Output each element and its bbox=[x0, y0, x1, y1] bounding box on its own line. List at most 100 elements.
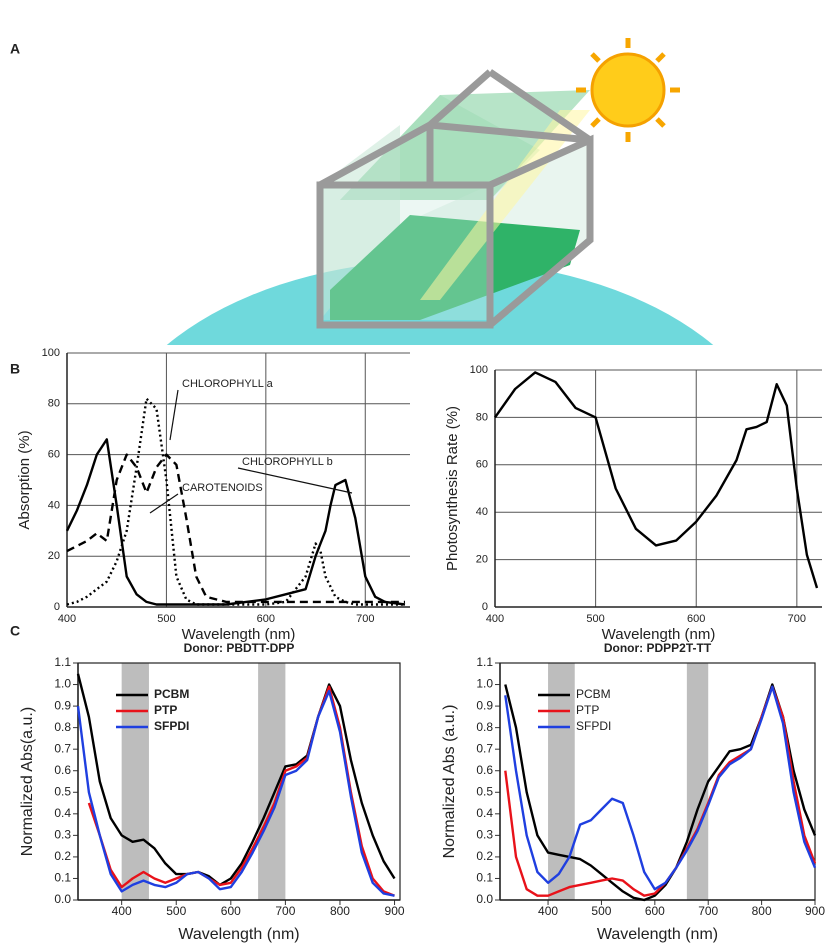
y-tick-label: 20 bbox=[476, 554, 488, 566]
series-line bbox=[494, 371, 819, 589]
legend-label: SFPDI bbox=[576, 719, 611, 733]
y-axis-label: Photosynthesis Rate (%) bbox=[444, 406, 461, 571]
x-tick-label: 400 bbox=[58, 613, 76, 625]
y-tick-label: 40 bbox=[476, 506, 488, 518]
frame bbox=[316, 69, 594, 329]
x-tick-label: 600 bbox=[257, 613, 275, 625]
legend-label: PTP bbox=[154, 703, 177, 717]
series-line bbox=[66, 453, 405, 604]
x-tick-label: 400 bbox=[112, 904, 132, 918]
x-tick-label: 700 bbox=[698, 904, 718, 918]
legend-label: SFPDI bbox=[154, 719, 189, 733]
y-tick-label: 80 bbox=[48, 398, 60, 410]
x-tick-label: 700 bbox=[275, 904, 295, 918]
legend-label: PCBM bbox=[154, 687, 189, 701]
x-tick-label: 600 bbox=[221, 904, 241, 918]
y-tick-label: 0.5 bbox=[476, 784, 493, 798]
annotation-arrow bbox=[169, 389, 179, 441]
y-tick-label: 0.1 bbox=[54, 871, 71, 885]
x-tick-label: 400 bbox=[538, 904, 558, 918]
shaded-region bbox=[548, 663, 575, 900]
y-tick-label: 0 bbox=[54, 601, 60, 613]
panel-label: B bbox=[10, 361, 20, 377]
legend-label: PTP bbox=[576, 703, 599, 717]
x-tick-label: 600 bbox=[645, 904, 665, 918]
x-tick-label: 500 bbox=[157, 613, 175, 625]
y-tick-label: 0.7 bbox=[54, 741, 71, 755]
series-line bbox=[504, 685, 817, 891]
y-tick-label: 0.1 bbox=[476, 871, 493, 885]
legend-label: PCBM bbox=[576, 687, 611, 701]
y-tick-label: 0.3 bbox=[54, 828, 71, 842]
x-tick-label: 700 bbox=[788, 613, 806, 625]
x-tick-label: 600 bbox=[687, 613, 705, 625]
series-annotation: CHLOROPHYLL b bbox=[242, 456, 333, 468]
y-tick-label: 1.0 bbox=[476, 677, 493, 691]
y-tick-label: 0.8 bbox=[476, 720, 493, 734]
y-axis-label: Absorption (%) bbox=[16, 430, 33, 529]
y-tick-label: 100 bbox=[42, 347, 60, 359]
y-tick-label: 100 bbox=[470, 364, 488, 376]
x-tick-label: 700 bbox=[356, 613, 374, 625]
y-tick-label: 0.3 bbox=[476, 828, 493, 842]
plot-frame bbox=[77, 662, 401, 901]
x-axis-label: Wavelength (nm) bbox=[597, 926, 718, 943]
panel-label: C bbox=[10, 623, 20, 639]
x-tick-label: 400 bbox=[486, 613, 504, 625]
y-tick-label: 0.8 bbox=[54, 720, 71, 734]
y-tick-label: 1.1 bbox=[54, 655, 71, 669]
chart-title: Donor: PBDTT-DPP bbox=[184, 641, 295, 655]
y-tick-label: 1.0 bbox=[54, 677, 71, 691]
y-tick-label: 0.2 bbox=[476, 849, 493, 863]
shaded-region bbox=[121, 663, 149, 900]
y-tick-label: 40 bbox=[48, 499, 60, 511]
y-tick-label: 1.1 bbox=[476, 655, 493, 669]
y-tick-label: 20 bbox=[48, 550, 60, 562]
series-annotation: CAROTENOIDS bbox=[182, 482, 263, 494]
x-tick-label: 500 bbox=[166, 904, 186, 918]
y-tick-label: 60 bbox=[476, 459, 488, 471]
y-tick-label: 60 bbox=[48, 449, 60, 461]
annotation-arrow bbox=[237, 467, 353, 494]
y-tick-label: 0.2 bbox=[54, 849, 71, 863]
x-axis-label: Wavelength (nm) bbox=[182, 626, 296, 643]
y-tick-label: 0.4 bbox=[476, 806, 493, 820]
y-tick-label: 80 bbox=[476, 411, 488, 423]
y-tick-label: 0.4 bbox=[54, 806, 71, 820]
x-tick-label: 500 bbox=[591, 904, 611, 918]
y-tick-label: 0.7 bbox=[476, 741, 493, 755]
y-axis-label: Normalized Abs (a.u.) bbox=[441, 705, 458, 859]
x-tick-label: 900 bbox=[805, 904, 825, 918]
chart-title: Donor: PDPP2T-TT bbox=[604, 641, 712, 655]
roof bbox=[340, 90, 590, 200]
sun bbox=[590, 52, 666, 128]
y-tick-label: 0.5 bbox=[54, 784, 71, 798]
annotation-arrow bbox=[149, 493, 179, 514]
greenhouse-illustration bbox=[166, 38, 714, 345]
x-tick-label: 500 bbox=[586, 613, 604, 625]
y-tick-label: 0.9 bbox=[476, 698, 493, 712]
x-tick-label: 800 bbox=[330, 904, 350, 918]
y-tick-label: 0 bbox=[482, 601, 488, 613]
x-tick-label: 900 bbox=[385, 904, 405, 918]
x-axis-label: Wavelength (nm) bbox=[602, 626, 716, 643]
plot-frame bbox=[499, 662, 816, 901]
series-line bbox=[76, 673, 396, 887]
series-line bbox=[65, 438, 406, 606]
y-tick-label: 0.0 bbox=[54, 892, 71, 906]
y-tick-label: 0.9 bbox=[54, 698, 71, 712]
y-tick-label: 0.0 bbox=[476, 892, 493, 906]
panel-label: A bbox=[10, 41, 20, 57]
shaded-region bbox=[686, 663, 709, 900]
y-tick-label: 0.6 bbox=[476, 763, 493, 777]
series-line bbox=[66, 397, 405, 606]
y-tick-label: 0.6 bbox=[54, 763, 71, 777]
x-axis-label: Wavelength (nm) bbox=[178, 926, 299, 943]
y-axis-label: Normalized Abs(a.u.) bbox=[19, 707, 36, 856]
x-tick-label: 800 bbox=[752, 904, 772, 918]
series-line bbox=[76, 689, 395, 897]
sun-rays bbox=[576, 38, 680, 142]
series-annotation: CHLOROPHYLL a bbox=[182, 378, 274, 390]
